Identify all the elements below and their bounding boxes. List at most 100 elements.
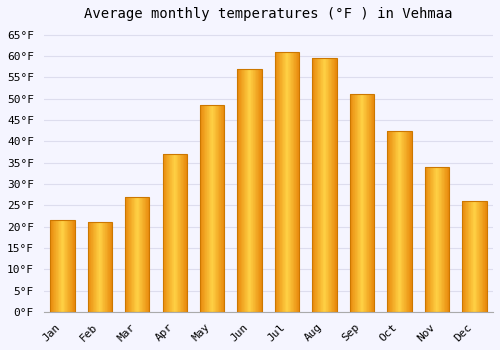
Bar: [162, 154, 187, 312]
Bar: [51, 220, 52, 312]
Bar: [176, 154, 177, 312]
Bar: [476, 201, 477, 312]
Bar: [70, 220, 71, 312]
Bar: [279, 52, 280, 312]
Bar: [350, 94, 374, 312]
Bar: [293, 52, 294, 312]
Bar: [326, 58, 327, 312]
Bar: [241, 69, 242, 312]
Bar: [372, 94, 373, 312]
Bar: [292, 52, 293, 312]
Bar: [52, 220, 54, 312]
Bar: [391, 131, 392, 312]
Bar: [186, 154, 187, 312]
Bar: [219, 105, 220, 312]
Bar: [69, 220, 70, 312]
Bar: [312, 58, 336, 312]
Bar: [240, 69, 241, 312]
Bar: [371, 94, 372, 312]
Bar: [184, 154, 185, 312]
Bar: [470, 201, 472, 312]
Bar: [208, 105, 209, 312]
Bar: [180, 154, 181, 312]
Bar: [93, 222, 94, 312]
Bar: [178, 154, 179, 312]
Bar: [220, 105, 222, 312]
Bar: [361, 94, 362, 312]
Bar: [72, 220, 74, 312]
Bar: [134, 197, 135, 312]
Bar: [438, 167, 440, 312]
Bar: [222, 105, 223, 312]
Bar: [370, 94, 371, 312]
Bar: [109, 222, 110, 312]
Bar: [103, 222, 104, 312]
Bar: [135, 197, 136, 312]
Bar: [353, 94, 354, 312]
Bar: [108, 222, 109, 312]
Bar: [255, 69, 256, 312]
Bar: [362, 94, 363, 312]
Bar: [327, 58, 328, 312]
Bar: [350, 94, 351, 312]
Bar: [354, 94, 356, 312]
Bar: [89, 222, 90, 312]
Bar: [249, 69, 250, 312]
Bar: [56, 220, 57, 312]
Bar: [141, 197, 142, 312]
Bar: [243, 69, 244, 312]
Bar: [275, 52, 299, 312]
Bar: [335, 58, 336, 312]
Bar: [64, 220, 65, 312]
Bar: [66, 220, 68, 312]
Bar: [357, 94, 358, 312]
Bar: [181, 154, 182, 312]
Bar: [245, 69, 246, 312]
Bar: [165, 154, 166, 312]
Bar: [55, 220, 56, 312]
Bar: [136, 197, 138, 312]
Bar: [396, 131, 397, 312]
Bar: [352, 94, 353, 312]
Bar: [146, 197, 147, 312]
Bar: [320, 58, 321, 312]
Bar: [399, 131, 400, 312]
Bar: [367, 94, 368, 312]
Bar: [356, 94, 357, 312]
Bar: [434, 167, 435, 312]
Bar: [61, 220, 62, 312]
Bar: [464, 201, 465, 312]
Bar: [104, 222, 106, 312]
Bar: [200, 105, 201, 312]
Bar: [148, 197, 149, 312]
Bar: [110, 222, 111, 312]
Bar: [442, 167, 443, 312]
Bar: [133, 197, 134, 312]
Bar: [278, 52, 279, 312]
Bar: [319, 58, 320, 312]
Bar: [145, 197, 146, 312]
Bar: [211, 105, 212, 312]
Bar: [446, 167, 447, 312]
Bar: [448, 167, 449, 312]
Bar: [484, 201, 486, 312]
Bar: [147, 197, 148, 312]
Bar: [173, 154, 174, 312]
Bar: [174, 154, 176, 312]
Title: Average monthly temperatures (°F ) in Vehmaa: Average monthly temperatures (°F ) in Ve…: [84, 7, 452, 21]
Bar: [395, 131, 396, 312]
Bar: [168, 154, 170, 312]
Bar: [167, 154, 168, 312]
Bar: [330, 58, 331, 312]
Bar: [68, 220, 69, 312]
Bar: [462, 201, 463, 312]
Bar: [179, 154, 180, 312]
Bar: [402, 131, 403, 312]
Bar: [366, 94, 367, 312]
Bar: [172, 154, 173, 312]
Bar: [101, 222, 102, 312]
Bar: [447, 167, 448, 312]
Bar: [322, 58, 324, 312]
Bar: [467, 201, 468, 312]
Bar: [410, 131, 411, 312]
